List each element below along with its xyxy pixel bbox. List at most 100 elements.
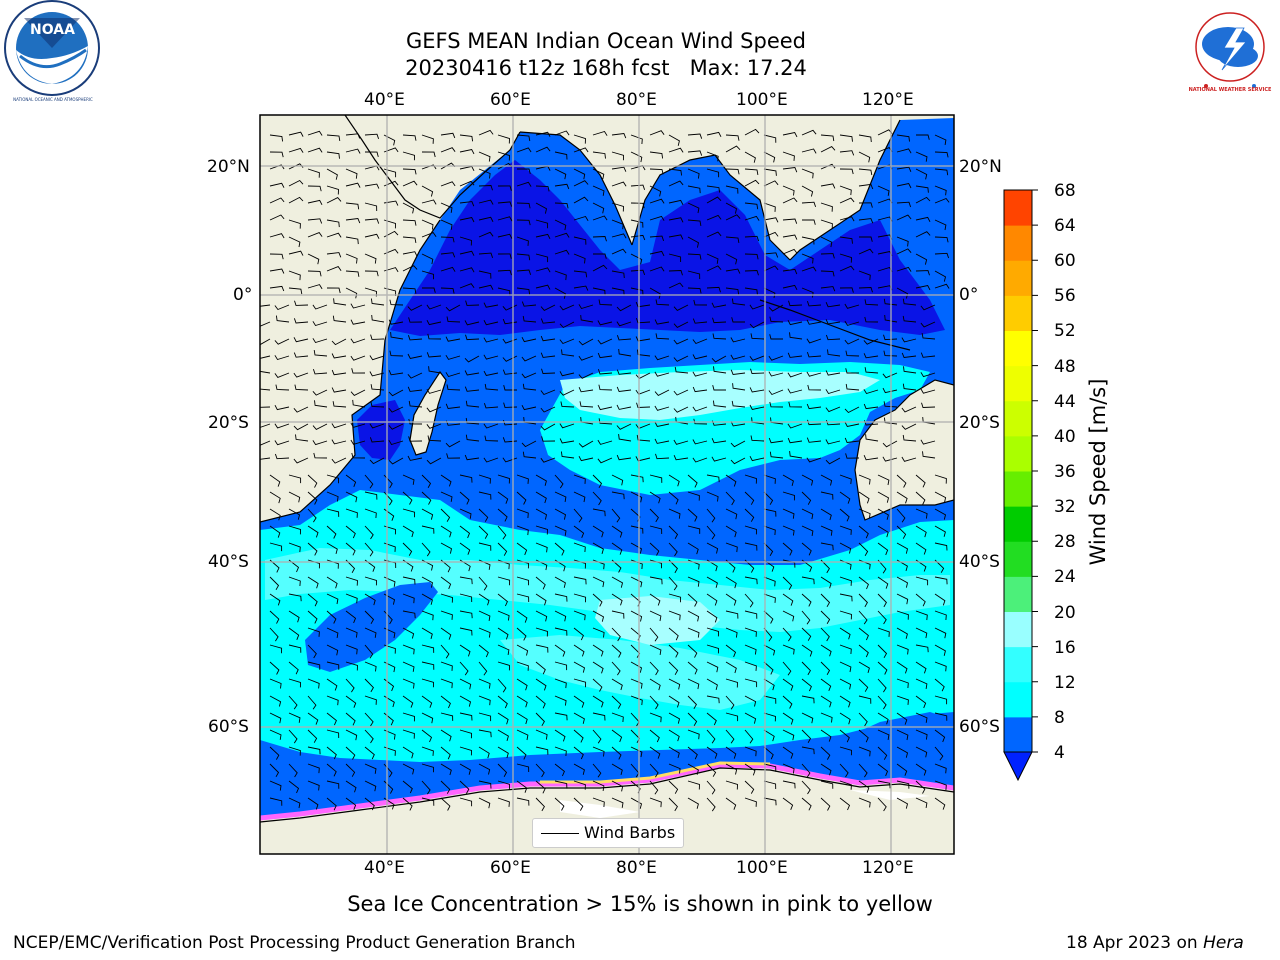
wind-barb — [611, 270, 625, 279]
colorbar-swatch — [1004, 435, 1032, 472]
wind-barb — [421, 232, 437, 238]
wind-barb — [516, 219, 531, 226]
wind-barb — [269, 508, 281, 521]
wind-barb — [459, 610, 473, 619]
wind-barb — [580, 315, 594, 323]
wind-barb — [801, 129, 817, 136]
wind-barb — [459, 267, 475, 273]
wind-barb — [896, 661, 908, 674]
wind-barb — [934, 644, 946, 656]
wind-barb — [478, 525, 489, 539]
wind-barb — [307, 168, 320, 178]
wind-barb — [364, 525, 374, 540]
wind-barb — [839, 661, 852, 673]
wind-barb — [915, 627, 928, 639]
wind-barb — [383, 168, 397, 178]
wind-barb — [478, 474, 491, 484]
wind-barb — [896, 695, 909, 705]
nws-ring-text: NATIONAL WEATHER SERVICE — [1188, 87, 1272, 93]
wind-barb — [711, 456, 727, 462]
wind-barb — [573, 797, 584, 811]
wind-barb — [288, 610, 300, 623]
wind-barb — [269, 780, 282, 791]
wind-barb — [763, 763, 777, 772]
lat-label-left: 20°N — [207, 157, 250, 177]
wind-barb — [692, 457, 708, 463]
wind-barb — [668, 282, 684, 289]
wind-barb — [825, 334, 841, 341]
wind-barb — [516, 542, 528, 556]
wind-barb — [611, 729, 623, 743]
wind-barb — [806, 300, 822, 307]
wind-barb — [820, 576, 832, 589]
wind-barb — [294, 300, 309, 306]
wind-barb — [668, 199, 684, 206]
wind-barb — [592, 491, 602, 506]
wind-barb — [383, 746, 396, 756]
wind-barb — [706, 508, 716, 523]
wind-barb — [839, 197, 855, 204]
wind-barb — [535, 763, 545, 778]
wind-barb — [654, 405, 670, 411]
wind-barb — [769, 401, 784, 408]
wind-barb — [687, 712, 698, 727]
wind-barb — [725, 474, 737, 487]
wind-barb — [896, 780, 910, 789]
wind-barb — [825, 439, 841, 445]
wind-barb — [293, 372, 309, 378]
wind-barb — [554, 270, 567, 281]
wind-barb — [782, 661, 792, 676]
wind-barb — [877, 474, 890, 486]
wind-barb — [616, 369, 632, 375]
wind-barb — [725, 134, 740, 141]
wind-barb — [801, 491, 812, 505]
wind-barb — [687, 797, 699, 809]
wind-barb — [611, 661, 621, 676]
wind-barb — [801, 168, 814, 179]
wind-barb — [445, 403, 461, 409]
wind-barb — [820, 542, 834, 551]
colorbar-swatch — [1004, 506, 1032, 542]
wind-barb — [288, 287, 303, 295]
wind-barb — [630, 678, 643, 689]
wind-barb — [445, 304, 461, 312]
colorbar-tick: 64 — [1054, 216, 1076, 236]
wind-barb — [820, 202, 833, 212]
wind-barb — [573, 168, 586, 180]
wind-barb — [312, 338, 328, 344]
colorbar-tick: 24 — [1054, 567, 1076, 587]
wind-barb — [440, 627, 452, 640]
wind-barb — [839, 525, 852, 535]
wind-barb — [820, 729, 832, 742]
wind-barb — [649, 474, 663, 483]
wind-barb — [421, 253, 434, 265]
wind-barb — [326, 559, 339, 569]
wind-barb — [497, 151, 510, 161]
wind-barb — [592, 185, 605, 196]
wind-barb — [858, 729, 869, 743]
wind-barb — [922, 451, 936, 459]
wind-barb — [465, 400, 480, 408]
wind-barb — [725, 780, 738, 790]
wind-barb — [383, 559, 397, 569]
wind-barb — [896, 576, 909, 588]
wind-barb — [744, 168, 759, 175]
wind-barb — [307, 627, 320, 637]
wind-barb — [446, 384, 461, 391]
wind-barb — [668, 168, 683, 176]
wind-barb — [763, 252, 779, 258]
wind-barb — [687, 150, 703, 156]
wind-barb — [806, 319, 822, 325]
wind-barb — [345, 559, 356, 574]
wind-barb — [260, 321, 271, 327]
wind-barb — [307, 576, 319, 589]
wind-barb — [649, 168, 664, 175]
wind-barb — [307, 780, 320, 791]
wind-barb — [497, 746, 509, 759]
wind-barb — [478, 151, 491, 162]
wind-barb — [731, 298, 746, 306]
nws-logo — [1183, 0, 1277, 94]
wind-barb — [421, 797, 435, 806]
wind-barb — [744, 644, 757, 655]
wind-barb — [561, 349, 575, 357]
